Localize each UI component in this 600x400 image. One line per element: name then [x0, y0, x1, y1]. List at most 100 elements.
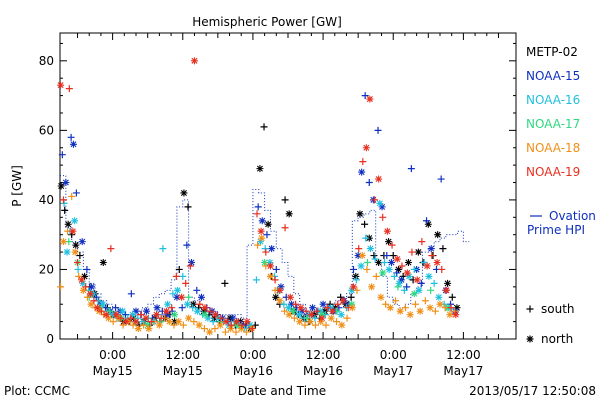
marker-north — [163, 311, 171, 319]
x-tick-label-date: May16 — [303, 364, 343, 378]
marker-north — [190, 57, 198, 65]
marker-south — [67, 133, 75, 141]
marker-south — [179, 272, 187, 280]
marker-south — [359, 158, 367, 166]
marker-north — [122, 318, 130, 326]
marker-south — [272, 265, 280, 273]
plot-frame — [59, 32, 517, 340]
marker-north — [143, 307, 151, 315]
marker-north — [277, 283, 285, 291]
marker-north — [414, 248, 422, 256]
x-tick-label-date: May15 — [163, 364, 203, 378]
marker-south — [423, 217, 431, 225]
marker-south — [112, 304, 120, 312]
marker-south — [362, 234, 370, 242]
marker-south — [302, 307, 310, 315]
y-axis-label: P [GW] — [10, 165, 24, 207]
x-axis-label: Date and Time — [238, 384, 326, 398]
marker-south — [68, 192, 76, 200]
marker-north — [452, 311, 460, 319]
marker-north — [72, 241, 80, 249]
marker-north — [78, 238, 86, 246]
marker-north — [200, 307, 208, 315]
marker-north — [285, 304, 293, 312]
marker-south — [140, 321, 148, 329]
marker-north — [229, 314, 237, 322]
marker-south — [190, 318, 198, 326]
marker-south — [209, 318, 217, 326]
legend-entry: NOAA-18 — [526, 141, 580, 155]
marker-north — [99, 259, 107, 266]
marker-north — [173, 293, 181, 301]
marker-north — [195, 321, 203, 329]
marker-north — [403, 269, 411, 277]
footer-plot-source: Plot: CCMC — [4, 384, 70, 398]
marker-north — [365, 234, 373, 242]
marker-north — [376, 199, 384, 207]
marker-north — [288, 300, 296, 308]
ovation-legend-label-1: Ovation — [549, 209, 596, 223]
marker-legend-label: north — [541, 332, 573, 346]
marker-north — [145, 325, 153, 333]
marker-north — [289, 307, 297, 315]
marker-legend-label: south — [541, 302, 575, 316]
marker-north — [165, 318, 173, 326]
marker-south — [178, 304, 186, 312]
marker-north — [442, 286, 450, 294]
marker-north — [69, 140, 77, 148]
marker-south — [347, 293, 355, 301]
marker-legend: south north — [526, 302, 575, 346]
marker-south — [388, 241, 396, 249]
marker-north — [307, 311, 315, 319]
marker-north — [264, 220, 272, 228]
marker-south — [411, 300, 419, 308]
marker-south — [437, 175, 445, 183]
marker-north — [243, 318, 251, 326]
marker-north — [276, 297, 284, 305]
marker-north — [268, 245, 276, 253]
marker-north — [356, 210, 364, 218]
marker-south — [280, 307, 288, 315]
marker-north — [328, 307, 336, 315]
marker-north — [142, 314, 150, 322]
marker-north — [434, 231, 442, 239]
marker-south — [106, 307, 114, 315]
marker-south — [137, 311, 145, 319]
marker-north — [105, 314, 113, 322]
marker-south — [431, 307, 439, 315]
marker-north — [378, 203, 386, 211]
marker-south — [292, 300, 300, 308]
marker-north — [416, 307, 424, 315]
marker-north — [272, 293, 280, 301]
marker-south — [394, 283, 402, 291]
marker-south — [184, 203, 192, 211]
marker-legend-symbol — [526, 335, 534, 343]
marker-north — [178, 293, 186, 301]
marker-north — [397, 276, 405, 284]
marker-south — [147, 318, 155, 326]
marker-south — [281, 196, 289, 204]
marker-south — [61, 206, 69, 214]
marker-north — [377, 293, 385, 301]
marker-north — [71, 217, 79, 225]
marker-south — [418, 238, 426, 246]
marker-north — [79, 286, 87, 294]
marker-north — [174, 286, 182, 294]
x-tick-label-date: May17 — [443, 364, 483, 378]
marker-south — [82, 283, 90, 291]
marker-south — [410, 265, 418, 273]
marker-north — [354, 252, 362, 260]
marker-north — [426, 304, 434, 312]
marker-south — [428, 252, 436, 260]
marker-south — [252, 276, 260, 284]
x-tick-label-time: 12:00 — [165, 348, 200, 362]
marker-south — [260, 123, 268, 131]
marker-south — [200, 325, 208, 333]
marker-north — [404, 259, 412, 266]
marker-south — [159, 245, 167, 253]
legend-entry: METP-02 — [526, 45, 578, 59]
marker-south — [109, 318, 117, 326]
marker-south — [407, 165, 415, 173]
marker-south — [157, 314, 165, 322]
